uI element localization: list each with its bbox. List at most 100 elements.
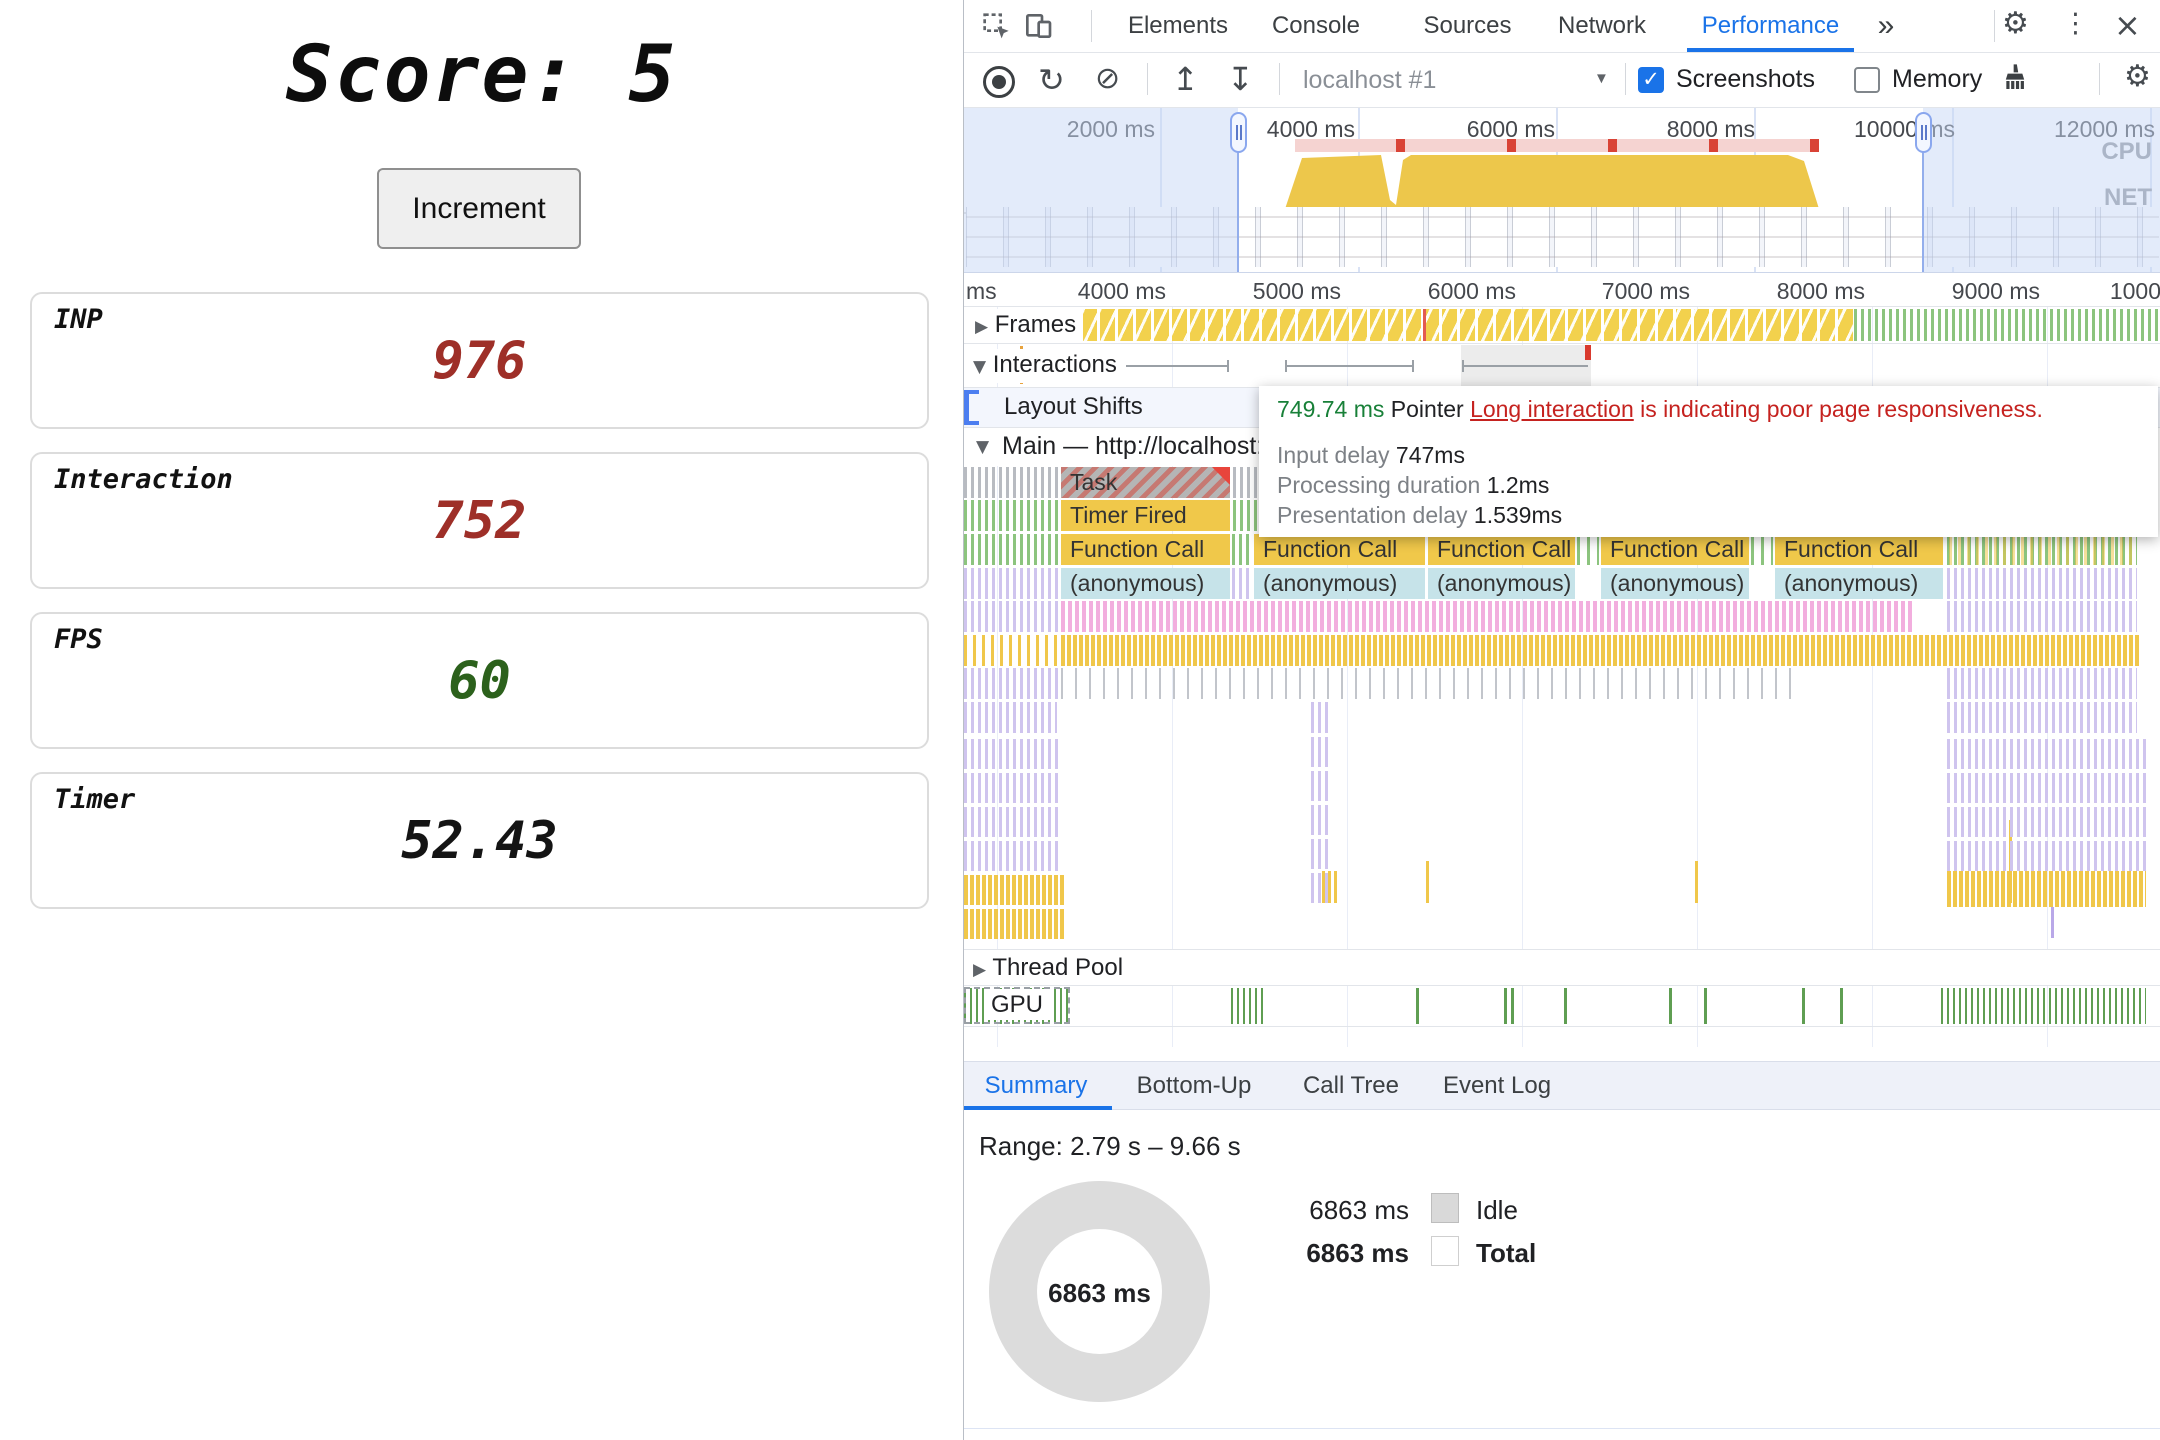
page-title: Score: 5	[285, 30, 678, 120]
record-icon[interactable]	[983, 66, 1015, 98]
metric-label: FPS	[54, 624, 103, 655]
selection-handle-right[interactable]	[1915, 112, 1932, 153]
flame-bar-anonymous[interactable]: (anonymous)	[1601, 568, 1749, 599]
divider	[2099, 63, 2100, 95]
flame-stripes	[1947, 871, 2146, 907]
chevron-down-icon[interactable]: ▼	[1594, 70, 1609, 87]
upload-profile-icon[interactable]: ↥	[1172, 60, 1199, 98]
long-task-mark	[1507, 139, 1516, 152]
flame-bar-anonymous[interactable]: (anonymous)	[1254, 568, 1425, 599]
legend-label-total: Total	[1476, 1238, 1537, 1268]
flame-bar-function-call[interactable]: Function Call	[1254, 534, 1425, 565]
tooltip-duration: 749.74 ms	[1277, 396, 1385, 422]
main-track-label: Main — http://localhost:5	[1002, 432, 1278, 460]
gpu-track[interactable]: GPU	[964, 986, 2160, 1026]
active-tab-underline	[964, 1106, 1112, 1110]
long-task-mark	[1709, 139, 1718, 152]
flame-stripes	[964, 500, 1060, 531]
tab-sources[interactable]: Sources	[1423, 12, 1512, 39]
flame-bar-function-call[interactable]: Function Call	[1601, 534, 1749, 565]
metric-label: Interaction	[54, 464, 233, 495]
flame-bar-function-call[interactable]: Function Call	[1061, 534, 1230, 565]
whisker-cap	[1462, 360, 1464, 372]
flame-stripes	[1232, 534, 1253, 565]
flame-stripes	[964, 601, 1060, 632]
expand-triangle-icon[interactable]: ▶	[975, 317, 989, 337]
metric-label: INP	[54, 304, 103, 335]
long-interaction-link[interactable]: Long interaction	[1470, 396, 1634, 422]
track-focus-bracket	[964, 390, 979, 394]
history-select[interactable]: localhost #1	[1303, 66, 1437, 94]
tooltip-event-type: Pointer	[1390, 396, 1464, 422]
gpu-selection-box	[964, 987, 1070, 1024]
screenshots-checkbox[interactable]: ✓	[1638, 67, 1664, 93]
metric-value: 52.43	[401, 810, 558, 871]
tab-bottom-up[interactable]: Bottom-Up	[1136, 1072, 1252, 1099]
flame-bar-function-call[interactable]: Function Call	[1775, 534, 1943, 565]
devtools-tabbar: Elements Console Sources Network Perform…	[964, 0, 2160, 52]
selection-handle-left[interactable]	[1230, 112, 1247, 153]
tab-event-log[interactable]: Event Log	[1442, 1072, 1552, 1099]
flame-bar-anonymous[interactable]: (anonymous)	[1428, 568, 1575, 599]
download-profile-icon[interactable]: ↧	[1227, 60, 1254, 98]
tab-call-tree[interactable]: Call Tree	[1302, 1072, 1400, 1099]
reload-record-icon[interactable]: ↻	[1038, 61, 1065, 99]
flame-bar-anonymous[interactable]: (anonymous)	[1061, 568, 1230, 599]
thread-pool-header[interactable]: ▶ Thread Pool	[966, 952, 1131, 986]
device-toolbar-icon[interactable]	[1022, 10, 1054, 47]
collect-garbage-icon[interactable]	[1999, 61, 2031, 98]
frames-track-header[interactable]: ▶ Frames	[968, 309, 1084, 343]
timeline-ruler[interactable]: ms 4000 ms 5000 ms 6000 ms 7000 ms 8000 …	[964, 273, 2160, 306]
interaction-tooltip: 749.74 ms Pointer Long interaction is in…	[1259, 386, 2158, 537]
performance-toolbar: ↻ ⊘ ↥ ↧ localhost #1 ▼ ✓ Screenshots Mem…	[964, 53, 2160, 107]
track-focus-bracket	[964, 421, 979, 425]
flame-stripes	[1947, 568, 2137, 599]
metric-card-interaction: Interaction 752	[30, 452, 929, 589]
layout-shifts-label: Layout Shifts	[1004, 393, 1143, 420]
tab-performance[interactable]: Performance	[1701, 12, 1840, 39]
frames-band	[1854, 309, 2159, 341]
flame-stripes	[1322, 871, 1338, 903]
tooltip-row: Processing duration 1.2ms	[1277, 472, 1550, 498]
more-tabs-icon[interactable]: »	[1877, 9, 1895, 42]
collapse-triangle-icon[interactable]: ▼	[976, 437, 990, 457]
gpu-tick	[1564, 988, 1567, 1024]
tab-elements[interactable]: Elements	[1127, 12, 1229, 39]
flame-tick	[1426, 861, 1429, 903]
capture-settings-gear-icon[interactable]: ⚙	[2124, 59, 2151, 94]
flame-bar-function-call[interactable]: Function Call	[1428, 534, 1575, 565]
tab-console[interactable]: Console	[1271, 12, 1361, 39]
flame-bar-anonymous[interactable]: (anonymous)	[1775, 568, 1943, 599]
flame-tick	[1695, 861, 1698, 903]
overview-dim-left	[964, 108, 1238, 272]
metric-label: Timer	[54, 784, 136, 815]
kebab-menu-icon[interactable]: ⋮	[2062, 8, 2089, 39]
thread-pool-track[interactable]: ▶ Thread Pool	[964, 950, 2160, 986]
interactions-track[interactable]: ▼ Interactions	[964, 344, 2160, 387]
clear-icon[interactable]: ⊘	[1095, 61, 1121, 96]
memory-checkbox[interactable]	[1854, 67, 1880, 93]
flame-bar-task[interactable]: Task	[1061, 467, 1230, 498]
flame-stripes	[964, 702, 1057, 733]
expand-triangle-icon[interactable]: ▶	[973, 960, 987, 980]
flame-bar-timer-fired[interactable]: Timer Fired	[1061, 500, 1230, 531]
inspect-element-icon[interactable]	[980, 10, 1012, 47]
tooltip-row: Input delay 747ms	[1277, 442, 1465, 468]
dropped-frame-mark	[1423, 309, 1426, 341]
close-devtools-icon[interactable]: ×	[2114, 6, 2141, 44]
frames-track[interactable]: ▶ Frames	[964, 307, 2160, 343]
ruler-tick: 6000 ms	[1427, 278, 1516, 304]
interaction-whisker	[1126, 365, 1229, 367]
tab-summary[interactable]: Summary	[984, 1072, 1088, 1099]
collapse-triangle-icon[interactable]: ▼	[973, 357, 987, 377]
frames-band	[1082, 309, 1854, 341]
tab-network[interactable]: Network	[1557, 12, 1647, 39]
settings-gear-icon[interactable]: ⚙	[2002, 6, 2029, 41]
interactions-track-header[interactable]: ▼ Interactions	[966, 349, 1124, 383]
flame-stripes	[1947, 668, 2137, 699]
timeline-overview[interactable]: 2000 ms 4000 ms 6000 ms 8000 ms 10000 ms…	[964, 108, 2160, 272]
flame-stripes	[1233, 500, 1257, 531]
divider	[964, 52, 2160, 53]
increment-button[interactable]: Increment	[377, 168, 581, 249]
